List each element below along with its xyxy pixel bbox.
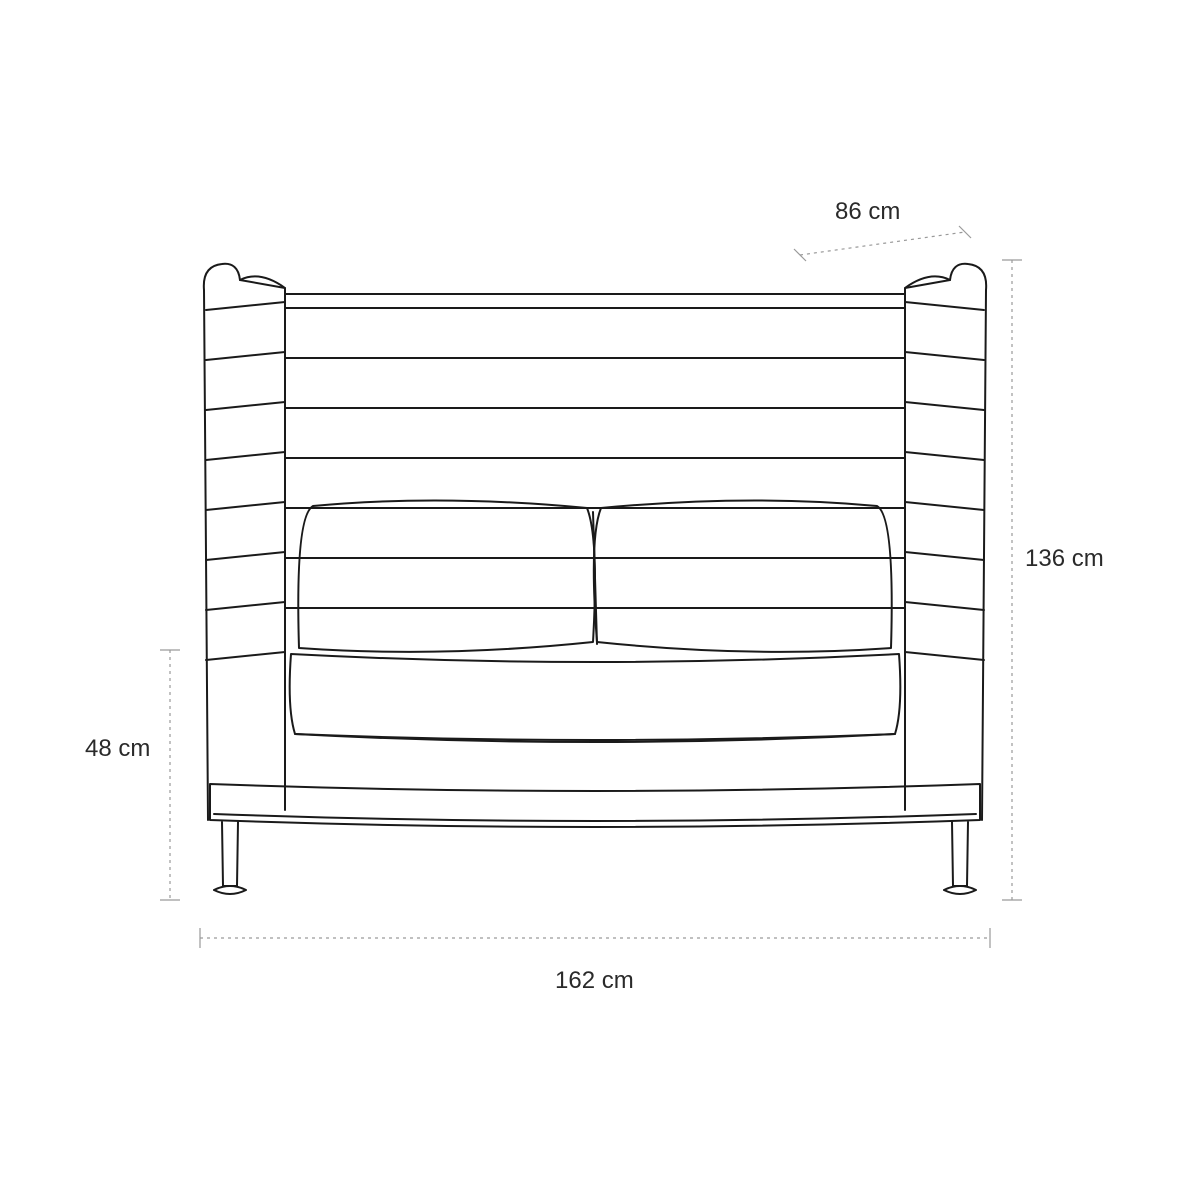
diagram-canvas: 162 cm 136 cm 48 cm 86 cm [0, 0, 1200, 1200]
dimension-width-label: 162 cm [555, 967, 634, 995]
dimension-depth-label: 86 cm [835, 198, 900, 226]
dimension-seat-height-label: 48 cm [85, 735, 150, 763]
dimension-height-label: 136 cm [1025, 545, 1104, 573]
sofa-line-drawing [0, 0, 1200, 1200]
